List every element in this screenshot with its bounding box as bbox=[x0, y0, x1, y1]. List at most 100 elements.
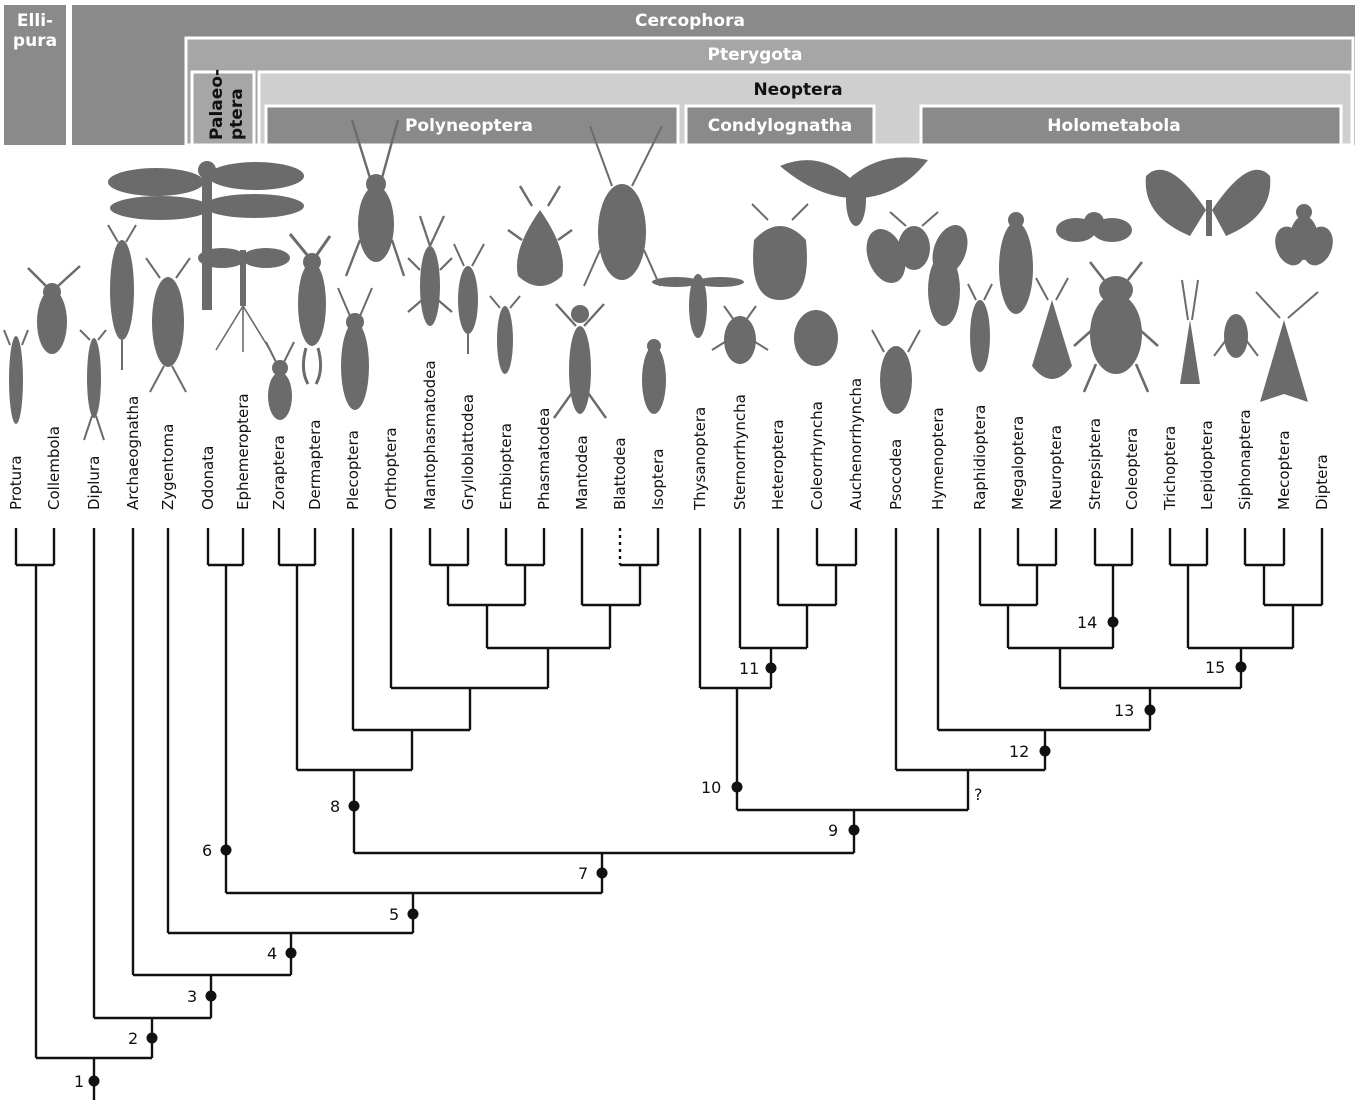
node-label-10: 10 bbox=[701, 778, 721, 797]
node-dot-14 bbox=[1107, 616, 1119, 628]
odonata-silhouette bbox=[108, 161, 304, 310]
taxon-label-hymenoptera: Hymenoptera bbox=[929, 407, 947, 510]
node-dot-15 bbox=[1235, 661, 1247, 673]
taxon-labels: Protura Collembola Diplura Archaeognatha Zyg… bbox=[7, 360, 1331, 511]
node-dot-12 bbox=[1039, 745, 1051, 757]
pterygota-label: Pterygota bbox=[707, 45, 802, 65]
node-dot-4 bbox=[285, 947, 297, 959]
taxon-label-psocodea: Psocodea bbox=[887, 439, 905, 510]
taxon-label-collembola: Collembola bbox=[45, 426, 63, 510]
isoptera-silhouette bbox=[642, 339, 666, 414]
node-dot-8 bbox=[348, 800, 360, 812]
node-label-8: 8 bbox=[330, 797, 340, 816]
taxon-label-plecoptera: Plecoptera bbox=[344, 430, 362, 510]
blattodea-silhouette bbox=[583, 125, 663, 287]
node-label-12: 12 bbox=[1009, 742, 1029, 761]
neoptera-label: Neoptera bbox=[753, 80, 842, 100]
palaeoptera-band bbox=[190, 70, 256, 147]
plecoptera-silhouette bbox=[337, 287, 373, 410]
taxon-label-isoptera: Isoptera bbox=[649, 449, 667, 510]
embioptera-silhouette bbox=[489, 295, 521, 374]
taxon-label-orthoptera: Orthoptera bbox=[382, 427, 400, 510]
node-label-1: 1 bbox=[74, 1072, 84, 1091]
taxon-label-trichoptera: Trichoptera bbox=[1161, 426, 1179, 511]
taxon-label-strepsiptera: Strepsiptera bbox=[1086, 418, 1104, 510]
mecoptera-silhouette bbox=[1255, 291, 1319, 402]
taxon-label-mantophasmatodea: Mantophasmatodea bbox=[421, 360, 439, 510]
node-label-9: 9 bbox=[828, 821, 838, 840]
protura-silhouette bbox=[3, 329, 29, 424]
palaeoptera-label: Palaeo-ptera bbox=[207, 69, 247, 140]
taxon-label-sternorrhyncha: Sternorrhyncha bbox=[731, 394, 749, 510]
node-label-6: 6 bbox=[202, 841, 212, 860]
taxon-label-zygentoma: Zygentoma bbox=[159, 424, 177, 510]
insect-silhouettes bbox=[3, 119, 1333, 441]
taxon-label-zoraptera: Zoraptera bbox=[270, 435, 288, 510]
node-label-11: 11 bbox=[739, 659, 759, 678]
node-dot-3 bbox=[205, 990, 217, 1002]
group-bands: Elli-pura Cercophora Pterygota Palaeo-pt… bbox=[4, 5, 1355, 147]
node-dot-13 bbox=[1144, 704, 1156, 716]
taxon-label-phasmatodea: Phasmatodea bbox=[535, 408, 553, 510]
archaeognatha-silhouette bbox=[107, 224, 137, 370]
megaloptera-silhouette bbox=[999, 212, 1033, 314]
taxon-label-coleorrhyncha: Coleorrhyncha bbox=[808, 401, 826, 510]
node-label-7: 7 bbox=[578, 864, 588, 883]
phasmatodea-silhouette bbox=[507, 185, 573, 286]
condylognatha-band bbox=[684, 104, 876, 147]
taxon-label-thysanoptera: Thysanoptera bbox=[691, 407, 709, 511]
taxon-label-coleoptera: Coleoptera bbox=[1123, 428, 1141, 510]
node-dot-1 bbox=[88, 1075, 100, 1087]
collembola-silhouette bbox=[27, 265, 81, 354]
zoraptera-silhouette bbox=[265, 341, 295, 420]
taxon-label-embioptera: Embioptera bbox=[497, 423, 515, 510]
trichoptera-silhouette bbox=[1180, 279, 1200, 384]
node-dot-5 bbox=[407, 908, 419, 920]
diptera-silhouette bbox=[1275, 204, 1333, 266]
auchenorrhyncha-silhouette bbox=[780, 157, 928, 226]
mantodea-silhouette bbox=[553, 303, 607, 419]
condylognatha-label: Condylognatha bbox=[708, 116, 852, 136]
node-dot-6 bbox=[220, 844, 232, 856]
taxon-label-lepidoptera: Lepidoptera bbox=[1198, 420, 1216, 510]
coleorrhyncha-silhouette bbox=[794, 310, 838, 366]
lepidoptera-silhouette bbox=[1145, 169, 1271, 236]
node-label-5: 5 bbox=[389, 905, 399, 924]
node-dot-2 bbox=[146, 1032, 158, 1044]
uncertain-node-mark: ? bbox=[974, 785, 983, 804]
polyneoptera-band bbox=[264, 104, 680, 147]
taxon-label-mantodea: Mantodea bbox=[573, 435, 591, 510]
holometabola-label: Holometabola bbox=[1047, 116, 1180, 136]
taxon-label-mecoptera: Mecoptera bbox=[1275, 430, 1293, 510]
orthoptera-silhouette bbox=[344, 119, 406, 277]
node-dot-9 bbox=[848, 824, 860, 836]
taxon-label-raphidioptera: Raphidioptera bbox=[971, 405, 989, 510]
node-dot-11 bbox=[765, 662, 777, 674]
node-label-15: 15 bbox=[1205, 658, 1225, 677]
mantophasmatodea-silhouette bbox=[407, 215, 453, 326]
taxon-label-protura: Protura bbox=[7, 455, 25, 510]
polyneoptera-label: Polyneoptera bbox=[405, 116, 533, 136]
coleoptera-silhouette bbox=[1073, 261, 1159, 393]
node-label-3: 3 bbox=[187, 987, 197, 1006]
taxon-label-auchenorrhyncha: Auchenorrhyncha bbox=[847, 378, 865, 510]
zygentoma-silhouette bbox=[145, 257, 191, 393]
node-label-14: 14 bbox=[1077, 613, 1097, 632]
taxon-label-odonata: Odonata bbox=[199, 446, 217, 510]
hymenoptera-silhouette bbox=[866, 211, 968, 326]
ephemeroptera-silhouette bbox=[198, 248, 290, 352]
node-dot-7 bbox=[596, 867, 608, 879]
siphonaptera-silhouette bbox=[1213, 314, 1259, 358]
holometabola-band bbox=[919, 104, 1343, 147]
taxon-label-archaeognatha: Archaeognatha bbox=[124, 396, 142, 510]
node-dot-10 bbox=[731, 781, 743, 793]
node-label-4: 4 bbox=[267, 944, 277, 963]
raphidioptera-silhouette bbox=[967, 283, 993, 372]
grylloblattodea-silhouette bbox=[453, 243, 485, 354]
taxon-label-neuroptera: Neuroptera bbox=[1047, 425, 1065, 510]
ellipura-label: Elli-pura bbox=[13, 11, 57, 51]
neuroptera-silhouette bbox=[1032, 277, 1072, 379]
taxon-label-siphonaptera: Siphonaptera bbox=[1236, 409, 1254, 510]
